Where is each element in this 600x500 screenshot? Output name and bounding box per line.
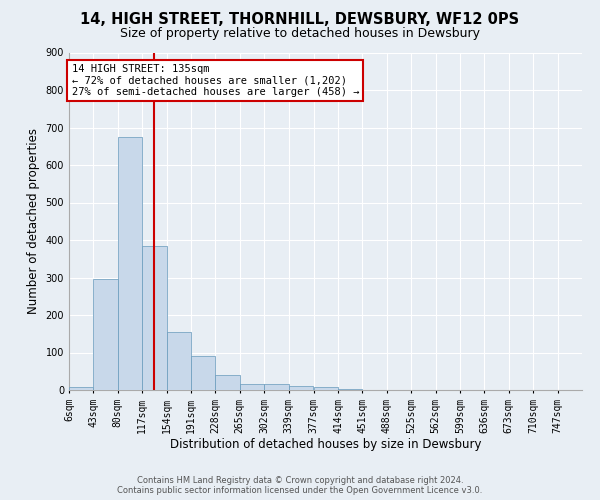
Y-axis label: Number of detached properties: Number of detached properties xyxy=(27,128,40,314)
Bar xyxy=(215,375,240,390)
X-axis label: Distribution of detached houses by size in Dewsbury: Distribution of detached houses by size … xyxy=(170,438,481,452)
Text: Size of property relative to detached houses in Dewsbury: Size of property relative to detached ho… xyxy=(120,28,480,40)
Text: 14 HIGH STREET: 135sqm
← 72% of detached houses are smaller (1,202)
27% of semi-: 14 HIGH STREET: 135sqm ← 72% of detached… xyxy=(71,64,359,97)
Bar xyxy=(240,384,264,390)
Bar xyxy=(289,386,313,390)
Bar xyxy=(142,246,167,390)
Text: Contains HM Land Registry data © Crown copyright and database right 2024.
Contai: Contains HM Land Registry data © Crown c… xyxy=(118,476,482,495)
Bar xyxy=(264,384,289,390)
Bar xyxy=(69,387,94,390)
Bar xyxy=(338,388,362,390)
Bar xyxy=(94,279,118,390)
Bar xyxy=(167,332,191,390)
Bar xyxy=(191,356,215,390)
Bar xyxy=(118,137,142,390)
Text: 14, HIGH STREET, THORNHILL, DEWSBURY, WF12 0PS: 14, HIGH STREET, THORNHILL, DEWSBURY, WF… xyxy=(80,12,520,28)
Bar xyxy=(314,388,338,390)
